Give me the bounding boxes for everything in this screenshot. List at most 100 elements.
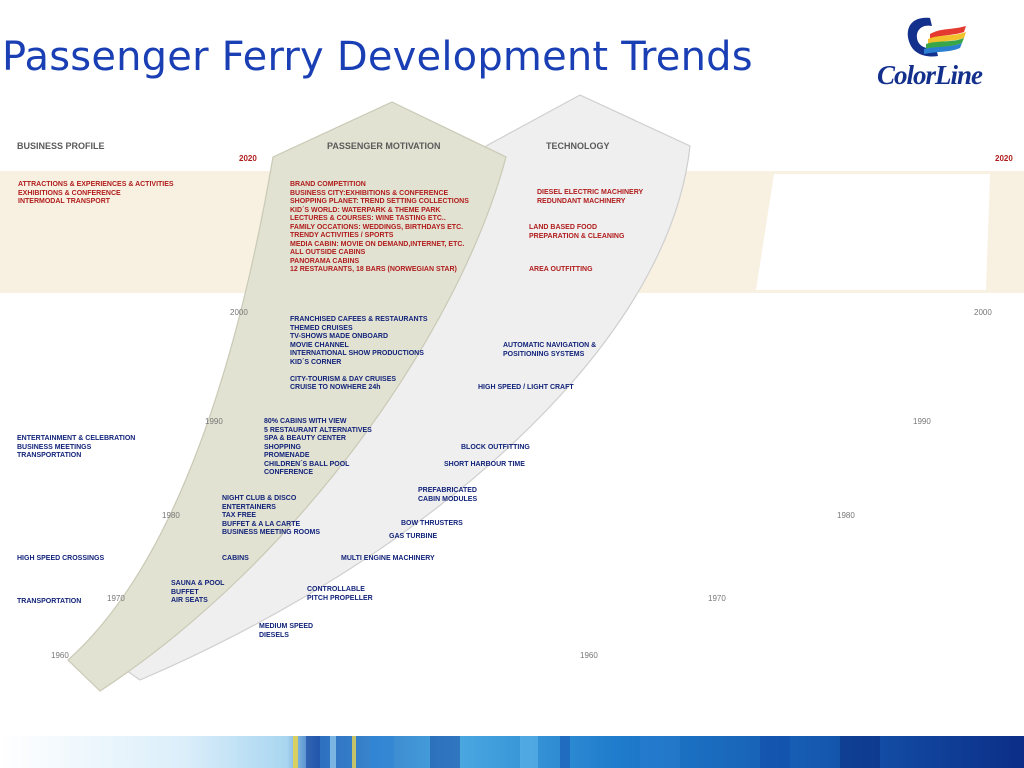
text-line: BUFFET: [171, 588, 199, 596]
bottom-decorative-band: [0, 736, 1024, 768]
text-line: CITY-TOURISM & DAY CRUISES: [290, 375, 397, 383]
text-line: TV-SHOWS MADE ONBOARD: [290, 333, 388, 340]
year-1990-left: 1990: [205, 417, 223, 426]
text-line: BRAND COMPETITION: [290, 181, 366, 188]
text-line: AREA OUTFITTING: [529, 266, 593, 273]
header-technology: TECHNOLOGY: [546, 141, 610, 151]
business-1970-list: TRANSPORTATION: [17, 598, 81, 607]
tech-2020-outfitting: AREA OUTFITTING: [529, 266, 593, 275]
text-line: AIR SEATS: [171, 597, 208, 604]
text-line: THEMED CRUISES: [290, 324, 353, 332]
text-line: HIGH SPEED CROSSINGS: [17, 555, 105, 562]
text-line: CONTROLLABLE: [307, 586, 365, 593]
business-2020-list: ATTRACTIONS & EXPERIENCES & ACTIVITIES EX…: [18, 181, 174, 207]
motivation-2000-list: FRANCHISED CAFEES & RESTAURANTS THEMED CR…: [290, 316, 428, 393]
year-1970-left: 1970: [107, 594, 125, 603]
tech-1980-thrusters: BOW THRUSTERS: [401, 520, 463, 529]
header-business-profile: BUSINESS PROFILE: [17, 141, 105, 151]
text-line: ENTERTAINERS: [222, 503, 276, 511]
text-line: MEDIUM SPEED: [259, 623, 314, 630]
text-line: BUSINESS MEETING ROOMS: [222, 529, 321, 536]
year-1990-right: 1990: [913, 417, 931, 426]
business-1975-list: HIGH SPEED CROSSINGS: [17, 555, 104, 564]
text-line: NIGHT CLUB & DISCO: [222, 495, 297, 502]
year-2020-right: 2020: [995, 154, 1013, 163]
passenger-motivation-arrow: [67, 101, 507, 692]
tech-2000-highspeed: HIGH SPEED / LIGHT CRAFT: [478, 384, 574, 393]
text-line: TRENDY ACTIVITIES / SPORTS: [290, 232, 394, 239]
text-line: INTERNATIONAL SHOW PRODUCTIONS: [290, 350, 424, 357]
text-line: [290, 367, 428, 376]
tech-2000-navigation: AUTOMATIC NAVIGATION & POSITIONING SYSTEM…: [503, 342, 596, 359]
text-line: PITCH PROPELLER: [307, 594, 373, 602]
text-line: ALL OUTSIDE CABINS: [290, 249, 366, 256]
tech-1990-block: BLOCK OUTFITTING: [461, 444, 530, 453]
motivation-1980-list: NIGHT CLUB & DISCO ENTERTAINERS TAX FREE BU…: [222, 495, 320, 538]
text-line: PREPARATION & CLEANING: [529, 232, 625, 240]
text-line: TRANSPORTATION: [17, 452, 82, 459]
text-line: BUSINESS MEETINGS: [17, 443, 92, 451]
text-line: ATTRACTIONS & EXPERIENCES & ACTIVITIES: [18, 181, 174, 188]
text-line: BOW THRUSTERS: [401, 520, 463, 527]
text-line: GAS TURBINE: [389, 533, 438, 540]
text-line: SHOPPING: [264, 443, 301, 451]
text-line: LECTURES & COURSES: WINE TASTING ETC..: [290, 215, 446, 222]
text-line: CHILDREN´S BALL POOL: [264, 460, 350, 468]
tech-2020-food: LAND BASED FOOD PREPARATION & CLEANING: [529, 224, 624, 241]
text-line: TAX FREE: [222, 512, 257, 519]
text-line: BLOCK OUTFITTING: [461, 444, 530, 451]
text-line: 5 RESTAURANT ALTERNATIVES: [264, 426, 372, 434]
text-line: 12 RESTAURANTS, 18 BARS (NORWEGIAN STAR): [290, 266, 457, 273]
text-line: ENTERTAINMENT & CELEBRATION: [17, 435, 136, 442]
text-line: SHORT HARBOUR TIME: [444, 461, 525, 468]
logo-text: ColorLine: [877, 60, 983, 90]
text-line: FRANCHISED CAFEES & RESTAURANTS: [290, 316, 428, 323]
tech-2020-machinery: DIESEL ELECTRIC MACHINERY REDUNDANT MACHI…: [537, 189, 643, 206]
text-line: BUSINESS CITY:EXHIBITIONS & CONFERENCE: [290, 189, 449, 197]
tech-1965-diesels: MEDIUM SPEED DIESELS: [259, 623, 313, 640]
text-line: CABINS: [222, 555, 249, 562]
page-title: Passenger Ferry Development Trends: [2, 34, 753, 80]
tech-1990-harbour: SHORT HARBOUR TIME: [444, 461, 525, 470]
year-2000-left: 2000: [230, 308, 248, 317]
text-line: SAUNA & POOL: [171, 580, 225, 587]
band-2020-right-panel: [756, 174, 990, 290]
text-line: MULTI ENGINE MACHINERY: [341, 555, 435, 562]
year-1970-right: 1970: [708, 594, 726, 603]
year-2000-right: 2000: [974, 308, 992, 317]
tech-1980-turbine: GAS TURBINE: [389, 533, 437, 542]
text-line: INTERMODAL TRANSPORT: [18, 198, 111, 205]
text-line: HIGH SPEED / LIGHT CRAFT: [478, 384, 574, 391]
text-line: KID´S CORNER: [290, 358, 342, 366]
text-line: PANORAMA CABINS: [290, 257, 360, 265]
text-line: LAND BASED FOOD: [529, 224, 598, 231]
text-line: MOVIE CHANNEL: [290, 341, 349, 349]
text-line: MEDIA CABIN: MOVIE ON DEMAND,INTERNET, E…: [290, 240, 465, 248]
text-line: TRANSPORTATION: [17, 598, 82, 605]
tech-1990-prefab: PREFABRICATED CABIN MODULES: [418, 487, 477, 504]
text-line: SPA & BEAUTY CENTER: [264, 435, 346, 442]
text-line: REDUNDANT MACHINERY: [537, 197, 626, 205]
business-1990-list: ENTERTAINMENT & CELEBRATION BUSINESS MEET…: [17, 435, 135, 461]
motivation-1975-list: CABINS: [222, 555, 249, 564]
motivation-2020-list: BRAND COMPETITION BUSINESS CITY:EXHIBITIO…: [290, 181, 469, 275]
year-1980-right: 1980: [837, 511, 855, 520]
motivation-1970-list: SAUNA & POOL BUFFET AIR SEATS: [171, 580, 224, 606]
text-line: DIESEL ELECTRIC MACHINERY: [537, 189, 644, 196]
text-line: PREFABRICATED: [418, 487, 477, 494]
year-1960-left: 1960: [51, 651, 69, 660]
text-line: DIESELS: [259, 631, 289, 639]
tech-1975-multi: MULTI ENGINE MACHINERY: [341, 555, 435, 564]
colorline-logo-icon: [907, 17, 966, 57]
text-line: SHOPPING PLANET: TREND SETTING COLLECTIO…: [290, 198, 469, 205]
year-1980-left: 1980: [162, 511, 180, 520]
header-passenger-motivation: PASSENGER MOTIVATION: [327, 141, 441, 151]
text-line: EXHIBITIONS & CONFERENCE: [18, 189, 121, 197]
text-line: 80% CABINS WITH VIEW: [264, 418, 347, 425]
text-line: AUTOMATIC NAVIGATION &: [503, 342, 597, 349]
year-2020-left: 2020: [239, 154, 257, 163]
text-line: FAMILY OCCATIONS: WEDDINGS, BIRTHDAYS ET…: [290, 223, 464, 231]
year-1960-right: 1960: [580, 651, 598, 660]
text-line: KID´S WORLD: WATERPARK & THEME PARK: [290, 206, 441, 214]
